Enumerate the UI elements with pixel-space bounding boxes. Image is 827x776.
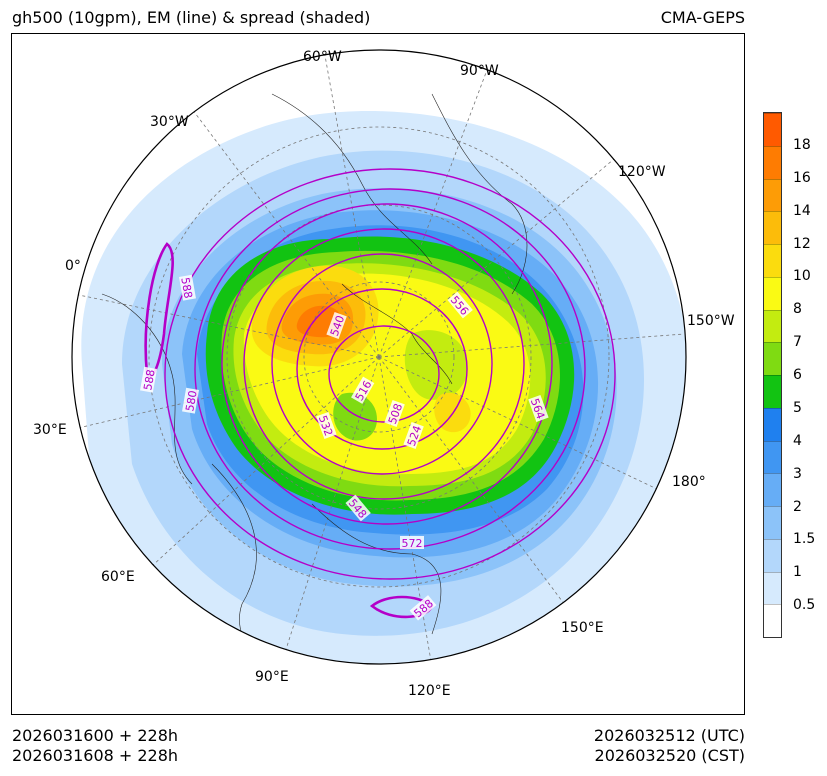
lon-label-60w: 60°W xyxy=(303,49,342,65)
lon-label-0: 0° xyxy=(65,258,81,274)
colorbar-label: 4 xyxy=(793,432,802,449)
contour-label-bg xyxy=(178,274,196,301)
colorbar-label: 12 xyxy=(793,235,811,252)
contour-label-bg xyxy=(345,494,371,522)
colorbar-segment xyxy=(764,244,781,277)
chart-title: gh500 (10gpm), EM (line) & spread (shade… xyxy=(12,8,371,27)
colorbar-segment xyxy=(764,211,781,244)
map-frame: 588 588 580 540 556 516 508 532 524 564 548 572 588 xyxy=(11,33,745,715)
colorbar-label: 6 xyxy=(793,367,802,383)
contour-label-bg xyxy=(384,399,405,427)
colorbar-segment xyxy=(764,309,781,343)
contour-lines xyxy=(164,168,616,580)
colorbar-segment xyxy=(764,178,781,212)
contour-label: 572 xyxy=(402,537,423,550)
contour-label-bg xyxy=(182,387,200,414)
lon-label-30w: 30°W xyxy=(150,114,189,130)
colorbar xyxy=(763,112,782,638)
colorbar-segment xyxy=(764,113,781,146)
contour-label: 580 xyxy=(183,389,199,412)
contour-label-bg xyxy=(316,411,337,439)
lon-label-120w: 120°W xyxy=(618,164,666,180)
colorbar-label: 7 xyxy=(793,334,802,351)
valid-time-cst: 2026032520 (CST) xyxy=(594,746,745,765)
contour-label: 588 xyxy=(141,368,157,391)
colorbar-label: 0.5 xyxy=(793,597,816,614)
contour-label-bg xyxy=(140,366,158,393)
lon-label-120e: 120°E xyxy=(408,683,451,699)
colorbar-segment xyxy=(764,375,781,408)
colorbar-segment xyxy=(764,145,781,179)
spread-shading xyxy=(73,50,686,664)
colorbar-label: 16 xyxy=(793,169,811,186)
colorbar-segment xyxy=(764,473,781,506)
colorbar-label: 1 xyxy=(793,564,802,581)
colorbar-segment xyxy=(764,506,781,539)
contour-label-bg xyxy=(326,311,347,339)
lon-label-30e: 30°E xyxy=(33,422,67,438)
contour-label-bg xyxy=(403,421,424,449)
colorbar-label: 1.5 xyxy=(793,531,816,548)
model-label: CMA-GEPS xyxy=(660,8,745,27)
colorbar-label: 10 xyxy=(793,268,811,285)
colorbar-segment xyxy=(764,571,781,605)
contour-label: 588 xyxy=(178,276,194,299)
colorbar-segment xyxy=(764,276,781,310)
lon-label-150e: 150°E xyxy=(561,620,604,636)
contour-label-bg xyxy=(400,536,424,549)
init-time-utc: 2026031600 + 228h xyxy=(12,726,179,745)
colorbar-segment xyxy=(764,604,781,637)
valid-time-utc: 2026032512 (UTC) xyxy=(593,726,745,745)
colorbar-segment xyxy=(764,538,781,572)
contour-label-bg xyxy=(351,376,375,404)
colorbar-segment xyxy=(764,407,781,441)
init-time: 2026031600 + 228h 2026031608 + 228h xyxy=(12,726,178,766)
colorbar-label: 5 xyxy=(793,399,802,416)
colorbar-segment xyxy=(764,440,781,474)
colorbar-label: 14 xyxy=(793,202,811,219)
contour-label-bg xyxy=(447,291,473,319)
init-time-cst: 2026031608 + 228h xyxy=(12,746,179,765)
colorbar-label: 2 xyxy=(793,498,802,515)
colorbar-label: 3 xyxy=(793,465,802,482)
lon-label-150w: 150°W xyxy=(687,313,735,329)
lon-label-90w: 90°W xyxy=(460,63,499,79)
lon-label-180: 180° xyxy=(672,474,706,490)
colorbar-label: 8 xyxy=(793,301,802,318)
contour-label-bg xyxy=(409,595,437,621)
lon-label-90e: 90°E xyxy=(255,669,289,685)
lon-label-60e: 60°E xyxy=(101,569,135,585)
colorbar-segment xyxy=(764,342,781,375)
contour-label-bg xyxy=(528,394,549,422)
colorbar-label: 18 xyxy=(793,136,811,153)
valid-time: 2026032512 (UTC) 2026032520 (CST) xyxy=(594,726,745,766)
